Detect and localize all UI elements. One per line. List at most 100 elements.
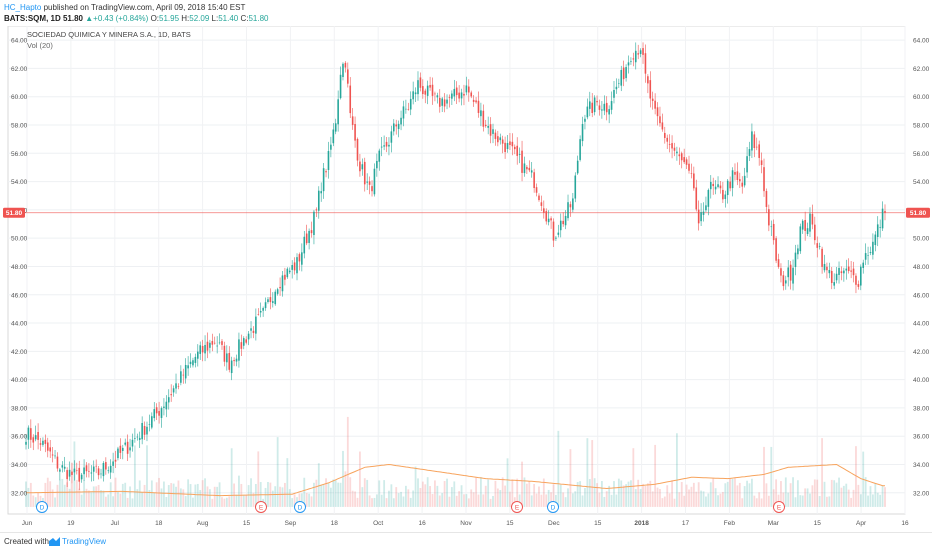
volume-bar xyxy=(823,481,826,507)
volume-bar xyxy=(252,492,255,507)
candle-body xyxy=(799,226,802,252)
volume-bar xyxy=(709,482,712,507)
volume-bar xyxy=(51,489,54,507)
x-tick-label: Jun xyxy=(22,520,33,527)
candle-body xyxy=(821,248,823,267)
last-price: 51.80 xyxy=(62,14,84,23)
candle-body xyxy=(78,467,81,482)
volume-bar xyxy=(780,481,782,507)
y-tick-label-left: 42.00 xyxy=(11,349,28,356)
volume-bar xyxy=(264,487,267,507)
candle-body xyxy=(392,123,395,132)
candle-body xyxy=(305,233,308,244)
candle-body xyxy=(559,220,562,231)
y-tick-label-left: 32.00 xyxy=(11,490,28,497)
volume-bar xyxy=(872,494,874,507)
volume-bar xyxy=(58,479,61,507)
tradingview-brand-link[interactable]: TradingView xyxy=(62,537,107,546)
candle-body xyxy=(828,269,831,274)
volume-bar xyxy=(579,481,582,507)
volume-bar xyxy=(397,493,400,507)
volume-bar xyxy=(463,494,465,507)
y-tick-label-left: 54.00 xyxy=(11,179,28,186)
candle-body xyxy=(330,144,332,150)
volume-bar xyxy=(550,492,552,507)
candle-body xyxy=(264,302,267,309)
volume-bar xyxy=(521,461,523,507)
volume-bar xyxy=(489,498,492,507)
volume-bar xyxy=(441,493,444,507)
candle-body xyxy=(240,342,243,349)
volume-bar xyxy=(460,485,463,507)
candle-body xyxy=(363,161,366,185)
candle-body xyxy=(163,406,165,408)
candle-body xyxy=(576,160,579,174)
volume-bar xyxy=(574,491,577,507)
volume-bar xyxy=(726,481,729,507)
candle-body xyxy=(431,84,434,96)
candle-body xyxy=(622,67,625,80)
volume-bar xyxy=(409,497,412,507)
candle-body xyxy=(279,286,281,289)
volume-bar xyxy=(242,495,245,507)
price-chart[interactable]: 64.0062.0060.0058.0056.0054.0052.0050.00… xyxy=(0,26,932,532)
candle-body xyxy=(281,275,284,292)
candle-body xyxy=(746,156,748,173)
symbol-label: BATS:SQM, 1D xyxy=(4,14,61,23)
candle-body xyxy=(385,141,388,147)
y-tick-label-right: 56.00 xyxy=(913,151,930,158)
x-tick-label: 15 xyxy=(814,520,822,527)
x-tick-label: Nov xyxy=(460,520,472,527)
volume-bar xyxy=(555,494,557,507)
volume-bar xyxy=(284,482,286,507)
high-value: 52.09 xyxy=(189,14,210,23)
candle-body xyxy=(884,211,886,213)
volume-bar xyxy=(600,481,603,507)
volume-bar xyxy=(71,484,73,507)
volume-bar xyxy=(402,496,405,507)
volume-bar xyxy=(813,479,816,507)
volume-bar xyxy=(678,492,681,507)
candle-body xyxy=(833,282,835,286)
candle-body xyxy=(407,109,410,110)
volume-bar xyxy=(279,486,281,507)
candle-body xyxy=(293,262,296,271)
volume-bar xyxy=(622,485,625,507)
candle-body xyxy=(436,95,439,98)
volume-bar xyxy=(702,491,705,507)
candle-body xyxy=(177,386,180,387)
candle-body xyxy=(119,445,122,453)
candle-body xyxy=(535,187,538,193)
author-link[interactable]: HC_Hapto xyxy=(4,3,42,12)
candle-body xyxy=(574,175,577,199)
volume-legend: Vol (20) xyxy=(27,41,53,50)
volume-bar xyxy=(753,495,756,507)
volume-bar xyxy=(211,498,214,507)
volume-bar xyxy=(767,495,770,507)
candle-body xyxy=(213,342,216,344)
candle-body xyxy=(557,232,560,235)
volume-bar xyxy=(504,485,507,507)
candle-body xyxy=(879,227,881,228)
candle-body xyxy=(194,356,197,363)
high-label: H: xyxy=(181,14,190,23)
volume-bar xyxy=(390,484,393,507)
candle-body xyxy=(860,266,862,286)
volume-bar xyxy=(114,477,117,507)
volume-bar xyxy=(228,496,231,507)
volume-bar xyxy=(806,488,809,507)
volume-bar xyxy=(697,482,700,507)
candle-body xyxy=(308,230,310,243)
volume-bar xyxy=(775,479,778,507)
volume-bar xyxy=(218,482,221,507)
candle-body xyxy=(806,228,809,235)
volume-bar xyxy=(133,445,136,507)
candle-body xyxy=(719,185,722,189)
volume-bar xyxy=(141,491,144,507)
candle-body xyxy=(97,468,100,476)
volume-bar xyxy=(528,481,531,507)
volume-bar xyxy=(192,497,194,507)
y-tick-label-right: 42.00 xyxy=(913,349,930,356)
candle-body xyxy=(155,407,158,414)
volume-bar xyxy=(315,479,318,507)
